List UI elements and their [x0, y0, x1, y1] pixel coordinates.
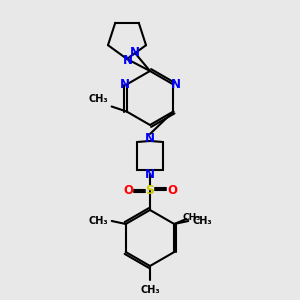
Text: O: O — [123, 184, 133, 196]
Text: N: N — [130, 46, 140, 59]
Text: N: N — [145, 131, 155, 145]
Text: N: N — [145, 167, 155, 181]
Text: O: O — [167, 184, 177, 196]
Text: CH₃: CH₃ — [192, 216, 212, 226]
Text: CH₃: CH₃ — [140, 285, 160, 295]
Text: N: N — [120, 78, 130, 91]
Text: CH₃: CH₃ — [89, 94, 109, 103]
Text: S: S — [146, 184, 154, 196]
Text: N: N — [123, 53, 133, 67]
Text: CH₃: CH₃ — [88, 216, 108, 226]
Text: CH₃: CH₃ — [182, 212, 200, 221]
Text: N: N — [170, 78, 180, 91]
